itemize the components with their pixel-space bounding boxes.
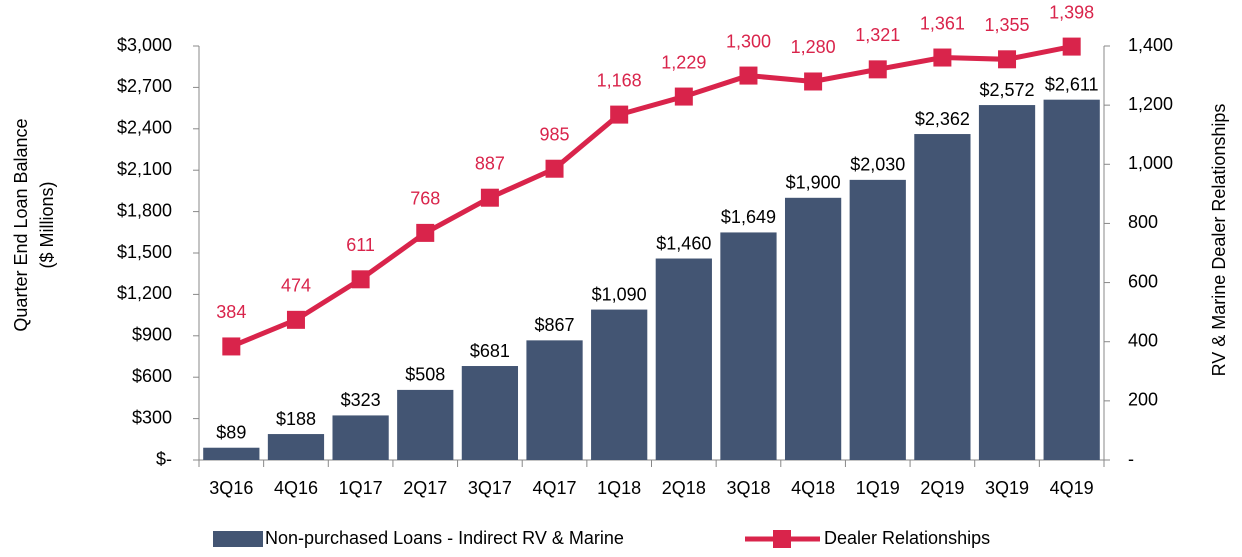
y-tick-label: $- (156, 449, 172, 469)
line-marker (1062, 37, 1081, 56)
line-marker (286, 310, 305, 329)
line-marker (351, 270, 370, 289)
line (230, 44, 1073, 349)
bar (655, 258, 712, 460)
y-axis-title: ($ Millions) (37, 181, 57, 268)
y-axis-title: Quarter End Loan Balance (11, 118, 31, 331)
bar (978, 105, 1036, 461)
bar-value-label: $89 (216, 422, 246, 442)
line-marker (222, 337, 241, 356)
line-value-label: 1,398 (1049, 2, 1094, 22)
x-tick-label: 4Q19 (1050, 478, 1094, 498)
y-tick-label: $1,200 (117, 283, 172, 303)
line-value-label: 611 (346, 235, 375, 255)
line-marker (868, 60, 887, 79)
bar-value-label: $1,900 (786, 173, 841, 193)
bar-value-label: $323 (341, 390, 381, 410)
y2-axis-title: RV & Marine Dealer Relationships (1209, 104, 1229, 377)
bar (267, 434, 325, 460)
line-marker (480, 188, 499, 207)
x-tick-label: 3Q16 (209, 478, 253, 498)
line-value-label: 985 (540, 124, 570, 144)
y-tick-label: $300 (132, 407, 172, 427)
bar (720, 232, 777, 460)
line-value-label: 1,280 (791, 37, 836, 57)
bar-value-label: $2,362 (915, 109, 970, 129)
y-tick-label: $3,000 (117, 35, 172, 55)
y2-tick-label: 200 (1128, 390, 1158, 410)
x-tick-label: 1Q17 (339, 478, 383, 498)
line-value-label: 1,321 (855, 25, 900, 45)
bar (1043, 99, 1100, 460)
bar-value-label: $1,460 (656, 233, 711, 253)
y-tick-label: $2,400 (117, 118, 172, 138)
line-marker (416, 223, 435, 242)
line-value-label: 887 (475, 153, 505, 173)
bar (914, 134, 971, 460)
bar (332, 415, 389, 460)
bar-value-label: $1,649 (721, 207, 776, 227)
bar-value-label: $867 (535, 315, 575, 335)
y-tick-label: $1,500 (117, 242, 172, 262)
x-tick-label: 2Q18 (662, 478, 706, 498)
line-value-label: 768 (410, 189, 440, 209)
legend-swatch (213, 531, 263, 547)
x-tick-label: 4Q18 (791, 478, 835, 498)
line-marker (804, 72, 823, 91)
bar (461, 366, 519, 460)
y-tick-label: $900 (132, 325, 172, 345)
line-marker (933, 48, 952, 67)
bar-value-label: $681 (470, 341, 510, 361)
y2-tick-label: - (1128, 449, 1134, 469)
bar (203, 447, 260, 460)
bar (591, 309, 648, 460)
bar (784, 197, 842, 461)
line-value-label: 384 (216, 302, 246, 322)
legend-label: Dealer Relationships (824, 528, 990, 548)
y2-tick-label: 400 (1128, 330, 1158, 350)
x-tick-label: 4Q16 (274, 478, 318, 498)
bar (526, 340, 583, 460)
bar (397, 389, 454, 460)
bar-value-label: $508 (405, 365, 445, 385)
bar-value-label: $188 (276, 409, 316, 429)
y-tick-label: $600 (132, 366, 172, 386)
y2-tick-label: 1,000 (1128, 153, 1173, 173)
y2-tick-label: 1,200 (1128, 94, 1173, 114)
y2-tick-label: 600 (1128, 271, 1158, 291)
y2-tick-label: 1,400 (1128, 35, 1173, 55)
legend-marker (773, 530, 791, 548)
x-tick-label: 1Q19 (856, 478, 900, 498)
y-tick-label: $1,800 (117, 200, 172, 220)
x-tick-label: 1Q18 (597, 478, 641, 498)
line-value-label: 1,361 (920, 13, 965, 33)
x-tick-label: 3Q17 (468, 478, 512, 498)
y-tick-label: $2,100 (117, 159, 172, 179)
line-marker (674, 87, 693, 106)
line-marker (998, 50, 1017, 69)
x-tick-label: 2Q19 (920, 478, 964, 498)
bar (849, 179, 906, 461)
bar-value-label: $1,090 (592, 284, 647, 304)
x-tick-label: 4Q17 (533, 478, 577, 498)
bar-value-label: $2,611 (1045, 74, 1099, 94)
x-tick-label: 2Q17 (403, 478, 447, 498)
bar-value-label: $2,030 (850, 155, 905, 175)
legend-label: Non-purchased Loans - Indirect RV & Mari… (265, 528, 624, 548)
line-value-label: 1,168 (597, 70, 642, 90)
y2-tick-label: 800 (1128, 212, 1158, 232)
line-value-label: 1,229 (661, 52, 706, 72)
y-tick-label: $2,700 (117, 76, 172, 96)
x-tick-label: 3Q18 (726, 478, 770, 498)
line-value-label: 474 (281, 276, 311, 296)
line-marker (610, 105, 629, 124)
bar-value-label: $2,572 (980, 80, 1035, 100)
line-value-label: 1,300 (726, 31, 771, 51)
line-value-label: 1,355 (985, 15, 1030, 35)
x-tick-label: 3Q19 (985, 478, 1029, 498)
line-marker (545, 159, 564, 178)
line-marker (739, 66, 758, 85)
